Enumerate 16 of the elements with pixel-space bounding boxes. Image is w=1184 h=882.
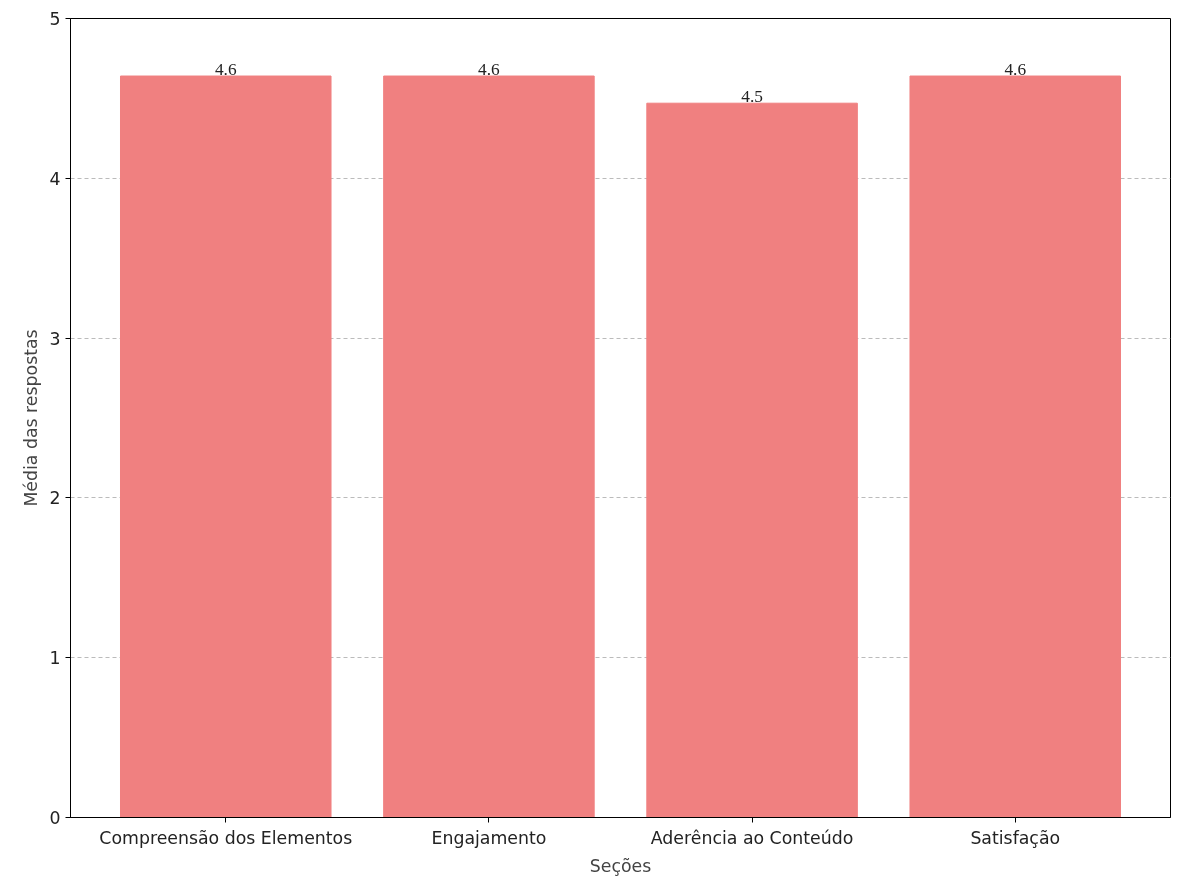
- y-axis-title: Média das respostas: [21, 329, 42, 507]
- y-tick-label: 5: [49, 9, 61, 29]
- data-label: 4.6: [1004, 60, 1027, 80]
- x-axis-title: Seções: [589, 855, 652, 876]
- data-label: 4.5: [741, 87, 763, 107]
- x-tick-label: Aderência ao Conteúdo: [650, 827, 854, 848]
- x-tick-label: Compreensão dos Elementos: [99, 827, 353, 848]
- y-tick-label: 0: [49, 808, 61, 828]
- y-tick-label: 2: [49, 488, 61, 509]
- y-tick-label: 1: [49, 648, 61, 669]
- x-tick-label: Engajamento: [431, 827, 547, 848]
- y-tick-label: 4: [49, 168, 61, 189]
- data-label: 4.6: [478, 60, 501, 80]
- x-tick-label: Satisfação: [970, 827, 1061, 848]
- y-tick-label: 3: [49, 328, 61, 349]
- data-label: 4.6: [214, 60, 237, 80]
